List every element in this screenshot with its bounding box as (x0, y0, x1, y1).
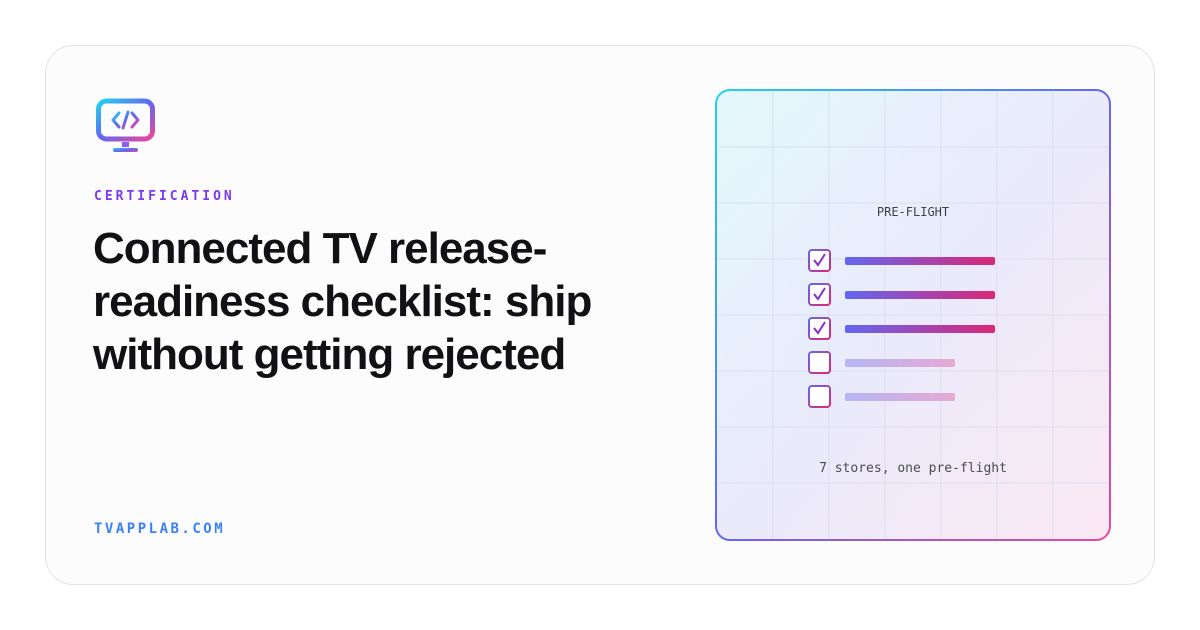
panel-label: PRE-FLIGHT (877, 205, 949, 219)
panel-caption: 7 stores, one pre-flight (819, 461, 1007, 476)
logo-icon (96, 98, 155, 152)
checklist-panel: PRE-FLIGHT 7 stores, one pre-flight (715, 89, 1111, 541)
category: CERTIFICATION (94, 189, 235, 204)
grid (716, 90, 1110, 540)
checklist (808, 249, 995, 408)
title: Connected TV release-readiness checklist… (93, 224, 592, 379)
site: TVAPPLAB.COM (94, 521, 226, 537)
